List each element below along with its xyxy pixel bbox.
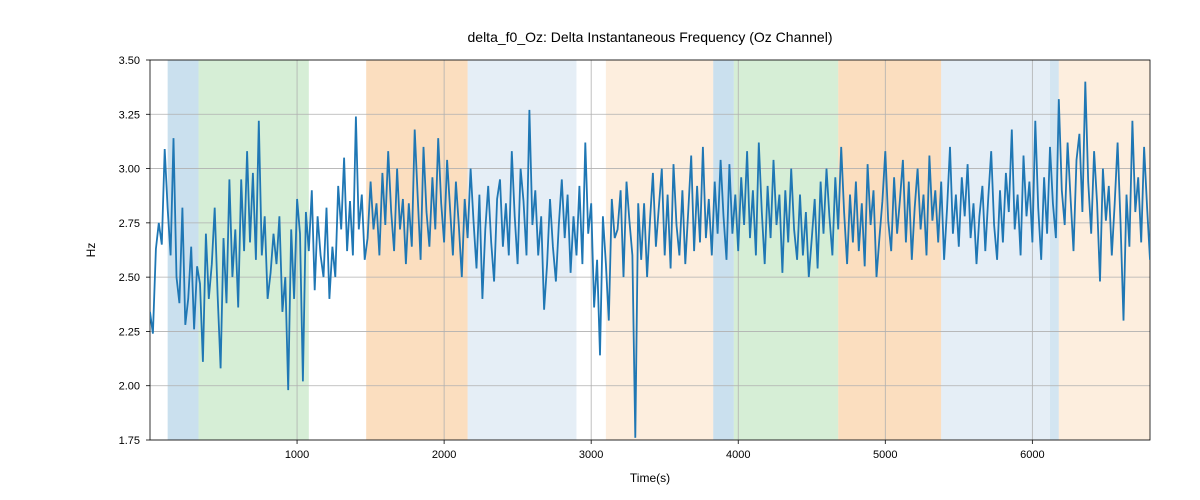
y-axis-label: Hz — [84, 243, 98, 258]
y-tick: 1.75 — [119, 435, 140, 447]
chart-container: delta_f0_Oz: Delta Instantaneous Frequen… — [0, 0, 1200, 500]
x-tick: 4000 — [726, 449, 750, 461]
line-chart: delta_f0_Oz: Delta Instantaneous Frequen… — [0, 0, 1200, 500]
x-tick: 3000 — [579, 449, 603, 461]
x-tick: 6000 — [1020, 449, 1044, 461]
y-tick: 2.25 — [119, 326, 140, 338]
y-tick: 2.00 — [119, 381, 140, 393]
band — [734, 60, 838, 440]
y-tick: 3.50 — [119, 55, 140, 67]
x-tick-labels: 1000 2000 3000 4000 5000 6000 — [285, 449, 1045, 461]
y-tick-labels: 1.75 2.00 2.25 2.50 2.75 3.00 3.25 3.50 — [119, 55, 140, 447]
x-axis-label: Time(s) — [630, 471, 670, 485]
y-tick: 3.00 — [119, 164, 140, 176]
x-tick: 2000 — [432, 449, 456, 461]
band — [1059, 60, 1150, 440]
y-tick: 2.75 — [119, 218, 140, 230]
x-tick: 5000 — [873, 449, 897, 461]
band — [1050, 60, 1059, 440]
chart-title: delta_f0_Oz: Delta Instantaneous Frequen… — [468, 29, 833, 45]
y-tick: 2.50 — [119, 272, 140, 284]
x-tick: 1000 — [285, 449, 309, 461]
background-bands — [168, 60, 1150, 440]
y-tick: 3.25 — [119, 109, 140, 121]
band — [713, 60, 734, 440]
